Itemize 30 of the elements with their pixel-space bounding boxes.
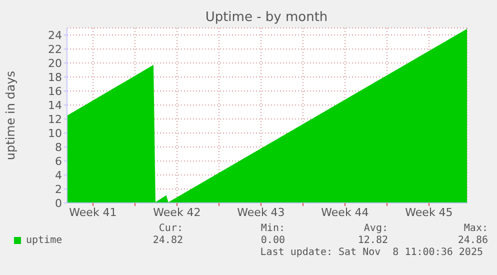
y-tick-label: 8: [55, 140, 62, 154]
x-tick-label: Week 43: [237, 206, 285, 219]
y-tick-label: 2: [55, 182, 62, 196]
x-tick-label: Week 41: [69, 206, 117, 219]
text: Last update: Sat Nov 8 11:00:36 2025: [260, 247, 483, 258]
text: 24.82: [152, 235, 183, 246]
y-tick-label: 16: [48, 84, 62, 98]
text: Cur:: [158, 223, 183, 234]
text: Max:: [462, 223, 488, 234]
y-tick-label: 0: [55, 196, 62, 210]
text: 24.86: [456, 235, 488, 246]
y-tick-label: 14: [48, 98, 62, 112]
x-tick-label: Week 44: [321, 206, 369, 219]
chart-title: Uptime - by month: [204, 10, 329, 25]
y-tick-label: 4: [55, 168, 62, 182]
y-axis-title: uptime in days: [3, 70, 18, 160]
x-tick-label: Week 42: [153, 206, 201, 219]
text: 0.00: [260, 235, 285, 246]
y-tick-label: 18: [48, 70, 62, 84]
y-tick-label: 24: [48, 28, 62, 42]
text: 12.82: [356, 235, 388, 246]
y-tick-label: 12: [48, 112, 62, 126]
y-tick-label: 20: [48, 56, 62, 70]
x-tick-label: Week 45: [405, 206, 453, 219]
text: Avg:: [362, 223, 388, 234]
y-tick-label: 6: [55, 154, 62, 168]
legend-label: uptime: [25, 235, 62, 246]
text: Min:: [260, 223, 285, 234]
y-tick-label: 10: [48, 126, 62, 140]
y-tick-label: 22: [48, 42, 62, 56]
